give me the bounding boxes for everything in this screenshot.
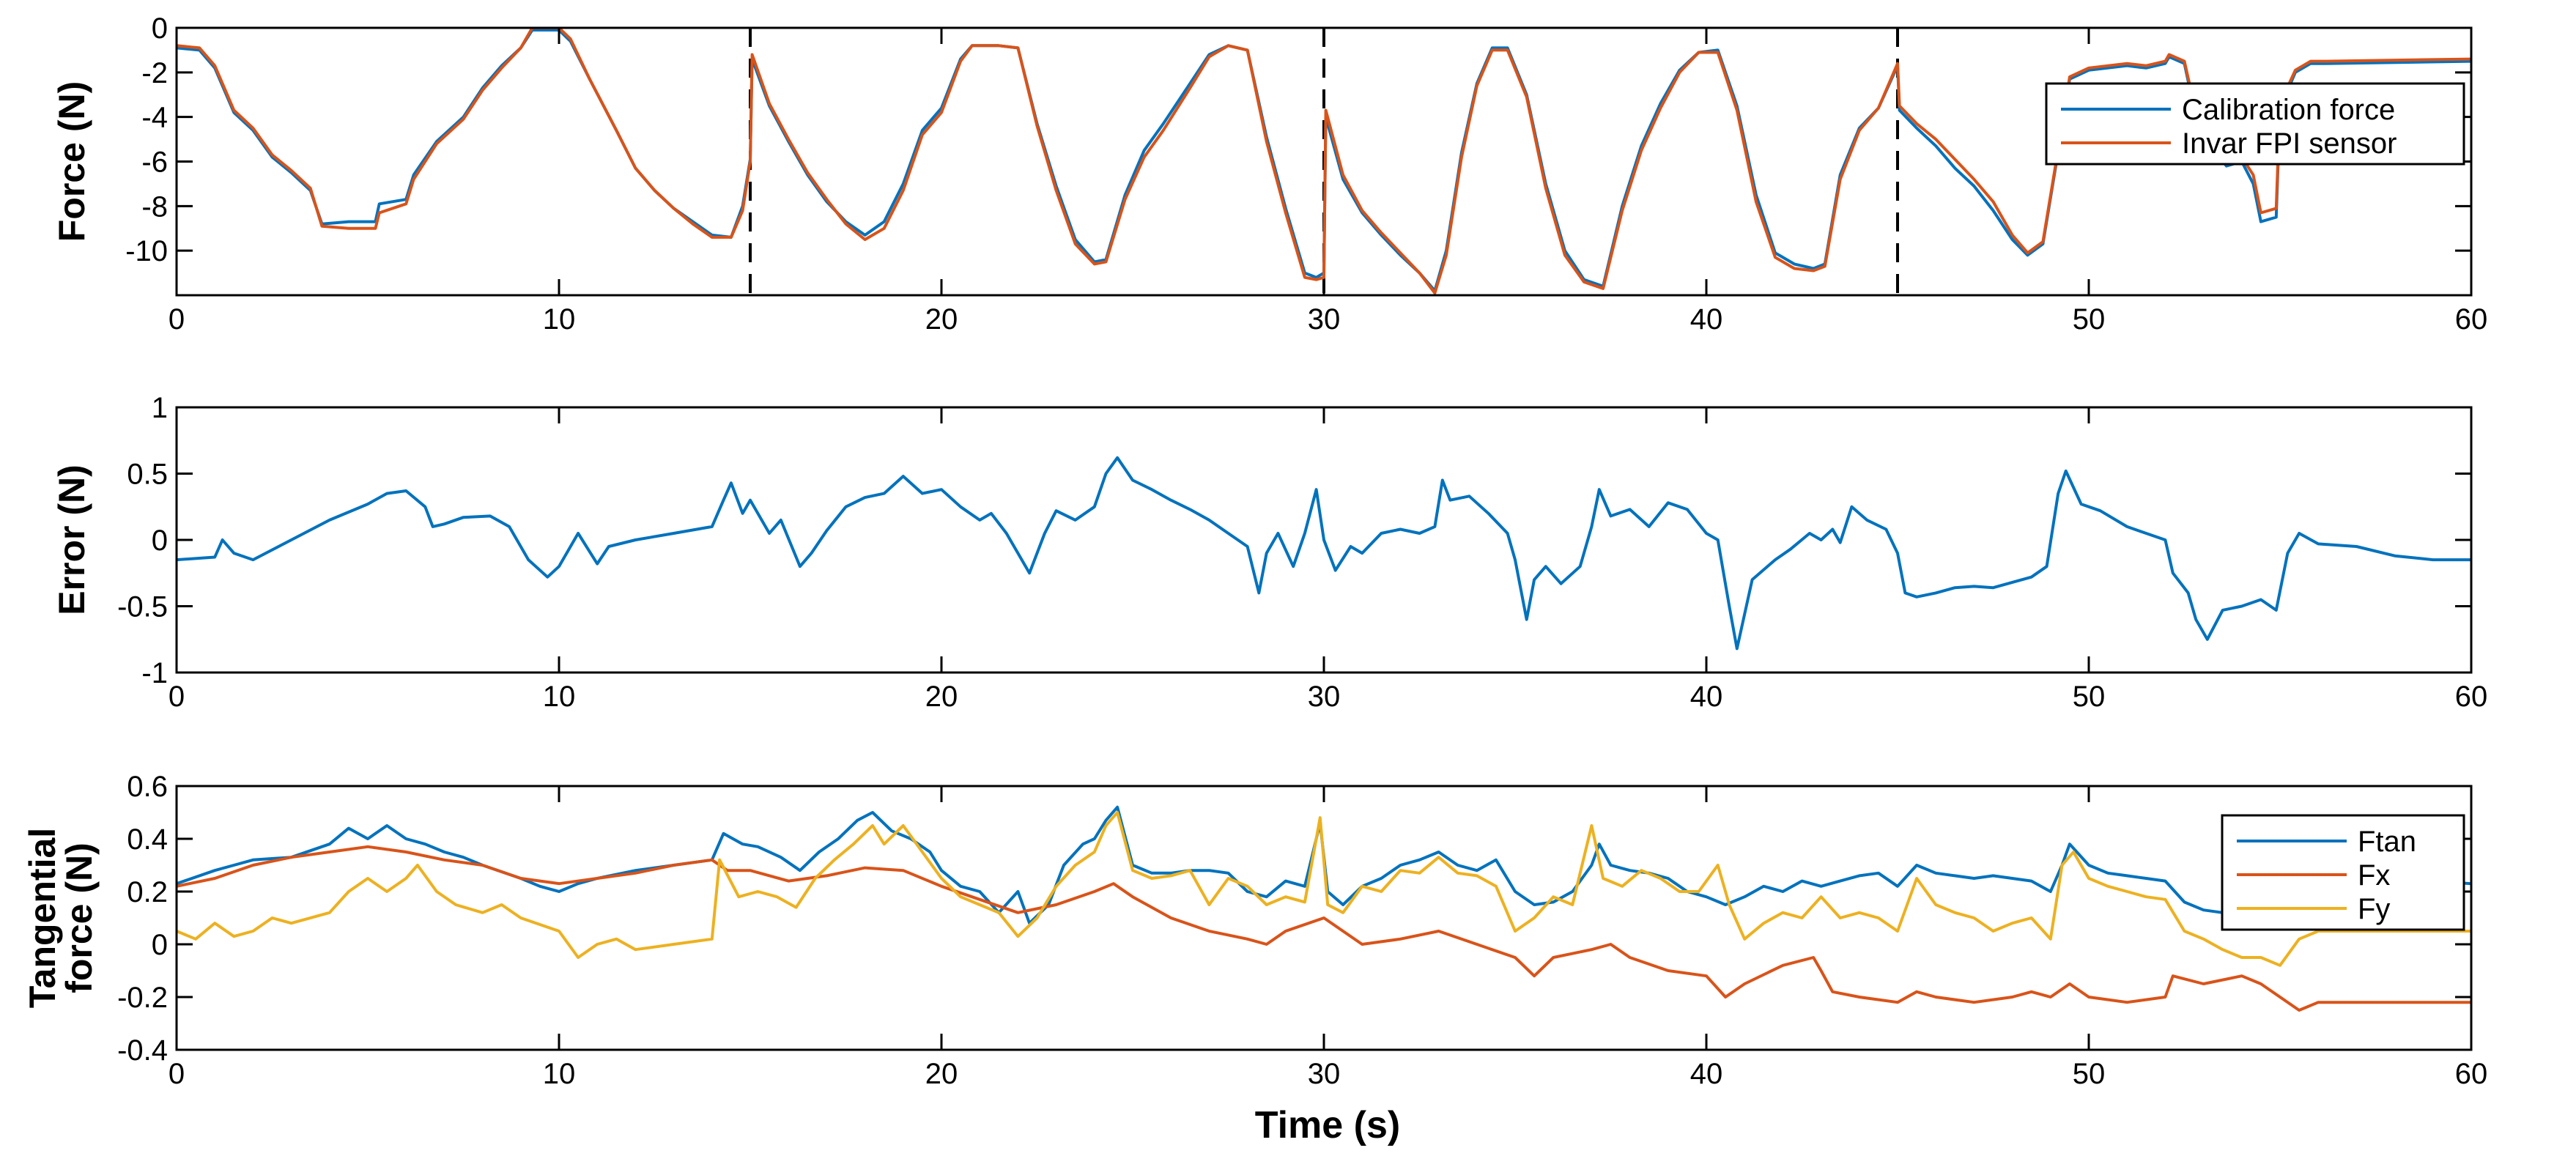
y-tick-label: -1 bbox=[141, 657, 168, 689]
x-axis-label: Time (s) bbox=[1255, 1104, 1400, 1146]
series-line-error bbox=[177, 456, 2471, 651]
x-tick-label: 50 bbox=[2073, 1058, 2106, 1090]
legend-label: Invar FPI sensor bbox=[2182, 127, 2397, 160]
y-tick-label: 1 bbox=[152, 392, 168, 424]
x-tick-label: 10 bbox=[543, 303, 576, 336]
y-tick-label: -0.2 bbox=[117, 982, 168, 1014]
y-tick-label: 0.6 bbox=[127, 771, 168, 803]
y-axis-label: Error (N) bbox=[51, 464, 92, 615]
y-tick-label: -2 bbox=[141, 57, 168, 89]
tangential-panel: 0 10 20 30 40 50 60 0.6 0.4 0.2 0 -0.2 -0.4 Tangentia… bbox=[22, 771, 2487, 1090]
x-tick-label: 10 bbox=[543, 681, 576, 713]
x-tick-label: 40 bbox=[1690, 1058, 1723, 1090]
legend-box bbox=[2221, 814, 2465, 931]
x-tick-label: 50 bbox=[2073, 681, 2106, 713]
series-line-invar-fpi-sensor bbox=[177, 28, 2471, 294]
x-tick-label: 20 bbox=[925, 681, 958, 713]
x-tick-label: 50 bbox=[2073, 303, 2106, 336]
y-tick-label: -0.5 bbox=[117, 591, 168, 623]
legend-label: Fx bbox=[2358, 859, 2390, 892]
x-tick-label: 0 bbox=[169, 303, 185, 336]
y-tick-label: -8 bbox=[141, 190, 168, 223]
x-tick-label: 40 bbox=[1690, 303, 1723, 336]
series-line-fy bbox=[177, 811, 2471, 967]
y-axis-label: Tangentialforce (N) bbox=[22, 828, 100, 1008]
x-tick-label: 20 bbox=[925, 1058, 958, 1090]
y-axis-label-line: Tangential bbox=[22, 828, 63, 1008]
y-axis-label-line: force (N) bbox=[59, 842, 100, 993]
series-line-ftan bbox=[177, 805, 2471, 925]
legend-label: Fy bbox=[2358, 893, 2390, 925]
y-tick-label: -4 bbox=[141, 102, 168, 134]
y-axis-label: Force (N) bbox=[51, 81, 92, 242]
x-tick-label: 60 bbox=[2455, 303, 2488, 336]
x-tick-label: 30 bbox=[1308, 303, 1341, 336]
y-tick-label: 0 bbox=[152, 525, 168, 557]
y-tick-label: 0 bbox=[152, 929, 168, 961]
x-tick-label: 0 bbox=[169, 681, 185, 713]
y-tick-label: 0 bbox=[152, 12, 168, 45]
y-tick-label: 0.2 bbox=[127, 876, 168, 908]
x-tick-label: 10 bbox=[543, 1058, 576, 1090]
y-tick-label: -0.4 bbox=[117, 1034, 168, 1067]
y-tick-label: 0.4 bbox=[127, 823, 168, 856]
x-tick-label: 30 bbox=[1308, 681, 1341, 713]
series-line-fx bbox=[177, 845, 2471, 1012]
x-tick-label: 30 bbox=[1308, 1058, 1341, 1090]
x-tick-label: 0 bbox=[169, 1058, 185, 1090]
x-tick-label: 60 bbox=[2455, 1058, 2488, 1090]
error-panel: 0 10 20 30 40 50 60 1 0.5 0 -0.5 -1 Error (N) bbox=[51, 392, 2487, 713]
legend-label: Calibration force bbox=[2182, 94, 2395, 126]
legend-label: Ftan bbox=[2358, 826, 2416, 858]
y-tick-label: -10 bbox=[125, 235, 168, 267]
y-tick-label: 0.5 bbox=[127, 459, 168, 491]
legend-box bbox=[2045, 82, 2465, 166]
series-line-calibration-force bbox=[177, 29, 2471, 292]
force-panel: 0 10 20 30 40 50 60 0 -2 -4 -6 -8 -10 Force (N) Calibr… bbox=[51, 12, 2487, 336]
x-tick-label: 20 bbox=[925, 303, 958, 336]
x-tick-label: 60 bbox=[2455, 681, 2488, 713]
y-tick-label: -6 bbox=[141, 147, 168, 179]
x-tick-label: 40 bbox=[1690, 681, 1723, 713]
